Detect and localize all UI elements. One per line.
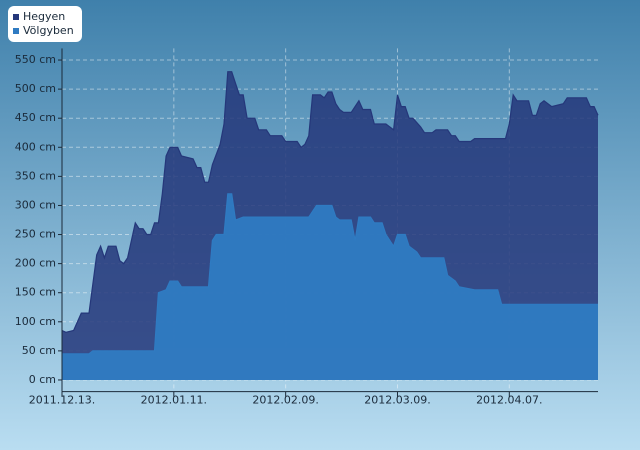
- y-tick-label: 350 cm: [15, 169, 56, 182]
- y-tick-label: 150 cm: [15, 286, 56, 299]
- y-tick-label: 400 cm: [15, 140, 56, 153]
- y-tick-label: 500 cm: [15, 82, 56, 95]
- x-tick-label: 2012.04.07.: [476, 394, 542, 407]
- y-tick-label: 250 cm: [15, 228, 56, 241]
- x-tick-label: 2011.12.13.: [29, 394, 95, 407]
- legend-swatch: [13, 28, 19, 34]
- x-tick-label: 2012.02.09.: [252, 394, 318, 407]
- legend-box: [8, 6, 82, 42]
- area-fill: [62, 193, 598, 380]
- y-tick-label: 550 cm: [15, 53, 56, 66]
- legend-swatch: [13, 14, 19, 20]
- area-line: [62, 193, 598, 355]
- y-tick-label: 50 cm: [22, 344, 56, 357]
- x-tick-label: 2012.01.11.: [141, 394, 207, 407]
- x-tick-label: 2012.03.09.: [364, 394, 430, 407]
- y-tick-label: 100 cm: [15, 315, 56, 328]
- y-tick-label: 200 cm: [15, 257, 56, 270]
- legend-label: Völgyben: [23, 24, 74, 37]
- legend-label: Hegyen: [23, 10, 65, 23]
- area-line: [61, 71, 599, 333]
- y-tick-label: 0 cm: [29, 373, 56, 386]
- y-tick-label: 450 cm: [15, 111, 56, 124]
- y-tick-label: 300 cm: [15, 198, 56, 211]
